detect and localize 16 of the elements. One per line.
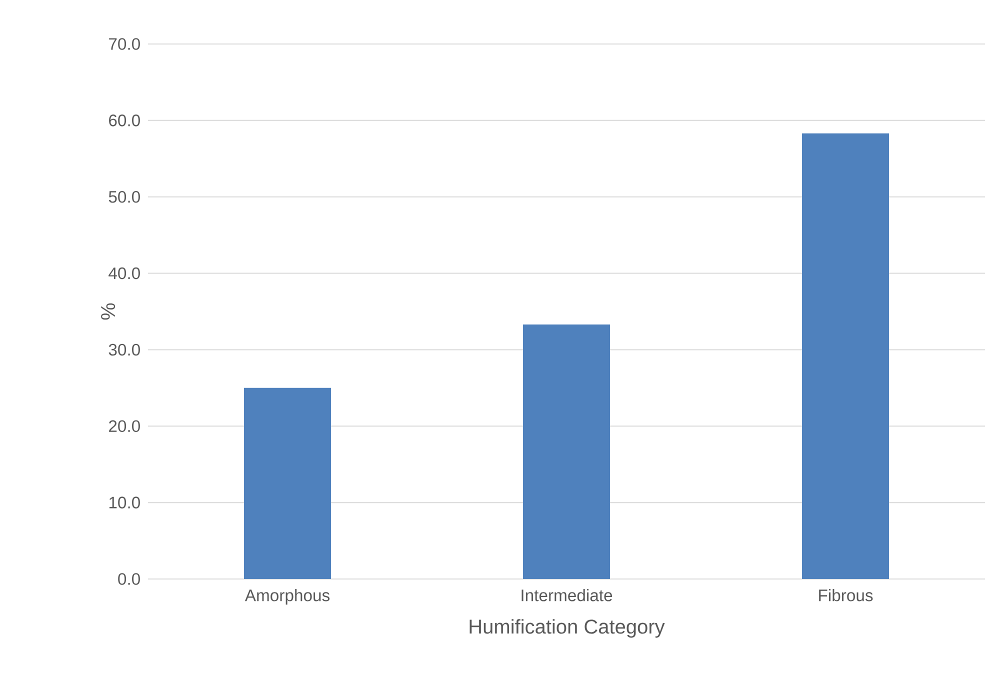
y-tick-label: 50.0 [108, 190, 140, 203]
y-tick-label: 10.0 [109, 496, 140, 508]
y-tick-label: 20.0 [109, 420, 140, 432]
bar [802, 133, 890, 579]
bar [244, 388, 332, 579]
x-axis-title: Humification Category [470, 619, 665, 638]
y-tick-label: 60.0 [109, 114, 140, 126]
y-tick-label: 70.0 [109, 38, 140, 50]
y-tick-label: 0.0 [118, 573, 140, 585]
y-axis-title: % [101, 303, 116, 320]
bar [523, 324, 610, 579]
y-tick-label: 40.0 [108, 267, 140, 280]
x-tick-label: Amorphous [244, 589, 330, 605]
x-tick-label: Intermediate [522, 589, 612, 602]
y-tick-label: 30.0 [108, 344, 140, 356]
x-tick-label: Fibrous [819, 589, 873, 602]
